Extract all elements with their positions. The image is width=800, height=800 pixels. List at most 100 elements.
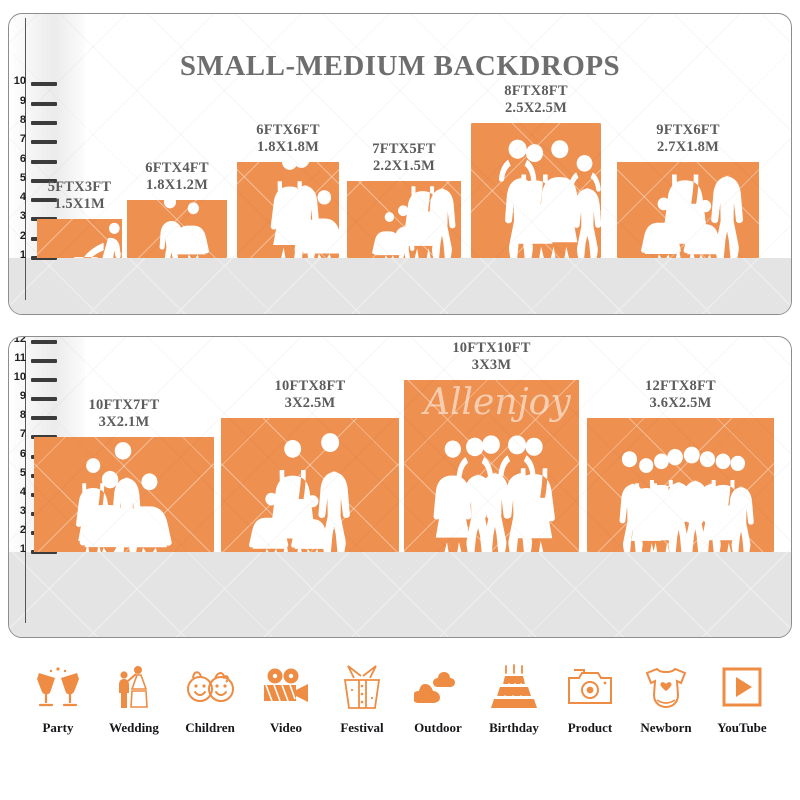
category-item-wedding[interactable]: Wedding: [98, 660, 170, 736]
y-axis-tick: [31, 256, 57, 260]
bar-size-label-ft: 12FTX8FT: [645, 378, 716, 395]
bar-size-label: 7FTX5FT 2.2X1.5M: [317, 141, 491, 175]
category-label: Video: [269, 720, 303, 735]
y-axis-tick-label: 3: [19, 210, 26, 223]
cloud-hill-icon: [411, 660, 465, 714]
y-axis-tick: [31, 339, 57, 344]
camera-icon: [563, 660, 617, 714]
bar-size-label: 5FTX3FT 1.5X1M: [9, 179, 152, 213]
backdrop-size-bar: [221, 418, 399, 552]
category-item-youtube[interactable]: YouTube: [706, 660, 778, 736]
y-axis-tick-label: 1: [19, 249, 26, 261]
bar-size-label-m: 3.6X2.5M: [649, 395, 712, 412]
bar-size-label-ft: 7FTX5FT: [372, 140, 436, 157]
backdrop-size-bar: [34, 437, 214, 552]
bar-size-label: 6FTX4FT 1.8X1.2M: [97, 160, 257, 194]
category-icon-strip: Party Wedding Children Vide: [0, 660, 800, 770]
y-axis-tick: [31, 178, 57, 183]
backdrop-size-bar: [37, 219, 122, 258]
y-axis-line: [25, 341, 26, 623]
y-axis-tick: [31, 378, 57, 383]
y-axis-tick: [31, 198, 57, 203]
category-label: Party: [42, 720, 74, 735]
category-label: Festival: [340, 720, 384, 735]
ground-surface-2: [9, 552, 791, 637]
category-item-outdoor[interactable]: Outdoor: [402, 660, 474, 736]
y-axis-tick-label: 7: [19, 428, 26, 441]
bar-size-label-m: 1.8X1.8M: [256, 138, 319, 155]
bar-size-label: 10FTX8FT 3X2.5M: [191, 378, 429, 412]
bar-size-label-ft: 9FTX6FT: [656, 121, 720, 138]
category-item-newborn[interactable]: Newborn: [630, 660, 702, 736]
category-item-festival[interactable]: Festival: [326, 660, 398, 736]
bar-size-label: 8FTX8FT 2.5X2.5M: [441, 83, 631, 117]
bar-size-label-ft: 10FTX10FT: [452, 340, 531, 357]
backdrop-size-bar: [127, 200, 227, 258]
y-axis-tick: [31, 359, 57, 363]
bar-size-label-ft: 10FTX8FT: [274, 378, 346, 395]
y-axis-tick-label: 5: [19, 171, 26, 184]
y-axis-tick-label: 11: [14, 352, 26, 364]
bar-size-label: 6FTX6FT 1.8X1.8M: [207, 122, 369, 156]
category-label: Outdoor: [414, 720, 462, 735]
y-axis-tick: [31, 159, 57, 164]
y-axis-tick: [31, 140, 57, 145]
backdrop-size-bar: [347, 180, 461, 258]
bar-size-label-m: 3X2.1M: [98, 414, 150, 431]
bar-size-label-m: 2.7X1.8M: [656, 138, 719, 155]
two-children-faces-icon: [183, 660, 237, 714]
category-label: Product: [567, 720, 613, 735]
bar-size-label: 12FTX8FT 3.6X2.5M: [557, 378, 791, 412]
category-label: Birthday: [489, 720, 539, 735]
y-axis-tick-label: 8: [19, 113, 26, 126]
y-axis-tick-label: 4: [19, 485, 26, 498]
y-axis-line: [25, 18, 26, 300]
bar-size-label-ft: 6FTX6FT: [256, 121, 320, 138]
bar-size-label: 10FTX10FT 3X3M: [374, 340, 609, 374]
y-axis-tick-label: 2: [19, 523, 26, 536]
category-label: Newborn: [640, 720, 692, 735]
bar-size-label-m: 1.8X1.2M: [145, 177, 208, 194]
bar-size-label-ft: 8FTX8FT: [504, 82, 568, 99]
backdrop-size-bar: [617, 161, 759, 258]
y-axis-tick-label: 10: [13, 371, 26, 384]
y-axis-tick-label: 6: [19, 152, 26, 165]
chart-panel-small-medium: SMALL-MEDIUM BACKDROPS 10 9 8 7 6 5 4 3 2 1 5FTX3…: [8, 13, 792, 315]
page-title: SMALL-MEDIUM BACKDROPS: [179, 50, 621, 82]
bride-groom-icon: [107, 660, 161, 714]
y-axis-tick-label: 5: [19, 466, 26, 479]
y-axis-tick-label: 9: [19, 390, 26, 403]
y-axis-tick-label: 10: [13, 75, 26, 88]
y-axis-tick: [31, 416, 57, 421]
bar-size-label-m: 1.5X1M: [54, 196, 105, 213]
category-item-video[interactable]: Video: [250, 660, 322, 736]
y-axis-tick-label: 9: [19, 94, 26, 107]
champagne-glasses-icon: [31, 660, 85, 714]
bar-size-label-ft: 6FTX4FT: [145, 160, 209, 177]
category-item-birthday[interactable]: Birthday: [478, 660, 550, 736]
chart-1-inner: SMALL-MEDIUM BACKDROPS 10 9 8 7 6 5 4 3 2 1 5FTX3…: [9, 14, 791, 314]
y-axis-tick-label: 2: [19, 229, 26, 242]
y-axis-tick: [31, 550, 57, 554]
backdrop-size-bar: [471, 122, 601, 258]
category-label: Wedding: [109, 720, 159, 735]
category-item-party[interactable]: Party: [22, 660, 94, 736]
y-axis-tick-label: 1: [19, 543, 26, 555]
y-axis-tick-label: 3: [19, 504, 26, 517]
category-item-children[interactable]: Children: [174, 660, 246, 736]
y-axis-tick: [31, 82, 57, 87]
bar-size-label-m: 2.2X1.5M: [372, 157, 435, 174]
backdrop-size-bar: [587, 418, 774, 552]
y-axis-tick: [31, 101, 57, 106]
bar-size-label-m: 2.5X2.5M: [504, 99, 567, 116]
chart-2-inner: 12 11 10 9 8 7 6 5 4 3 2 1 10FTX7FT 3X2.1M 10FTX8FT 3X…: [9, 337, 791, 637]
y-axis-tick-label: 4: [19, 191, 26, 204]
y-axis-tick: [31, 397, 57, 402]
category-item-product[interactable]: Product: [554, 660, 626, 736]
gift-box-icon: [335, 660, 389, 714]
y-axis-tick-label: 12: [13, 336, 26, 345]
play-button-icon: [715, 660, 769, 714]
baby-onesie-icon: [639, 660, 693, 714]
bar-size-label-m: 3X3M: [471, 357, 512, 374]
chart-panel-large: 12 11 10 9 8 7 6 5 4 3 2 1 10FTX7FT 3X2.1M 10FTX8FT 3X…: [8, 336, 792, 638]
